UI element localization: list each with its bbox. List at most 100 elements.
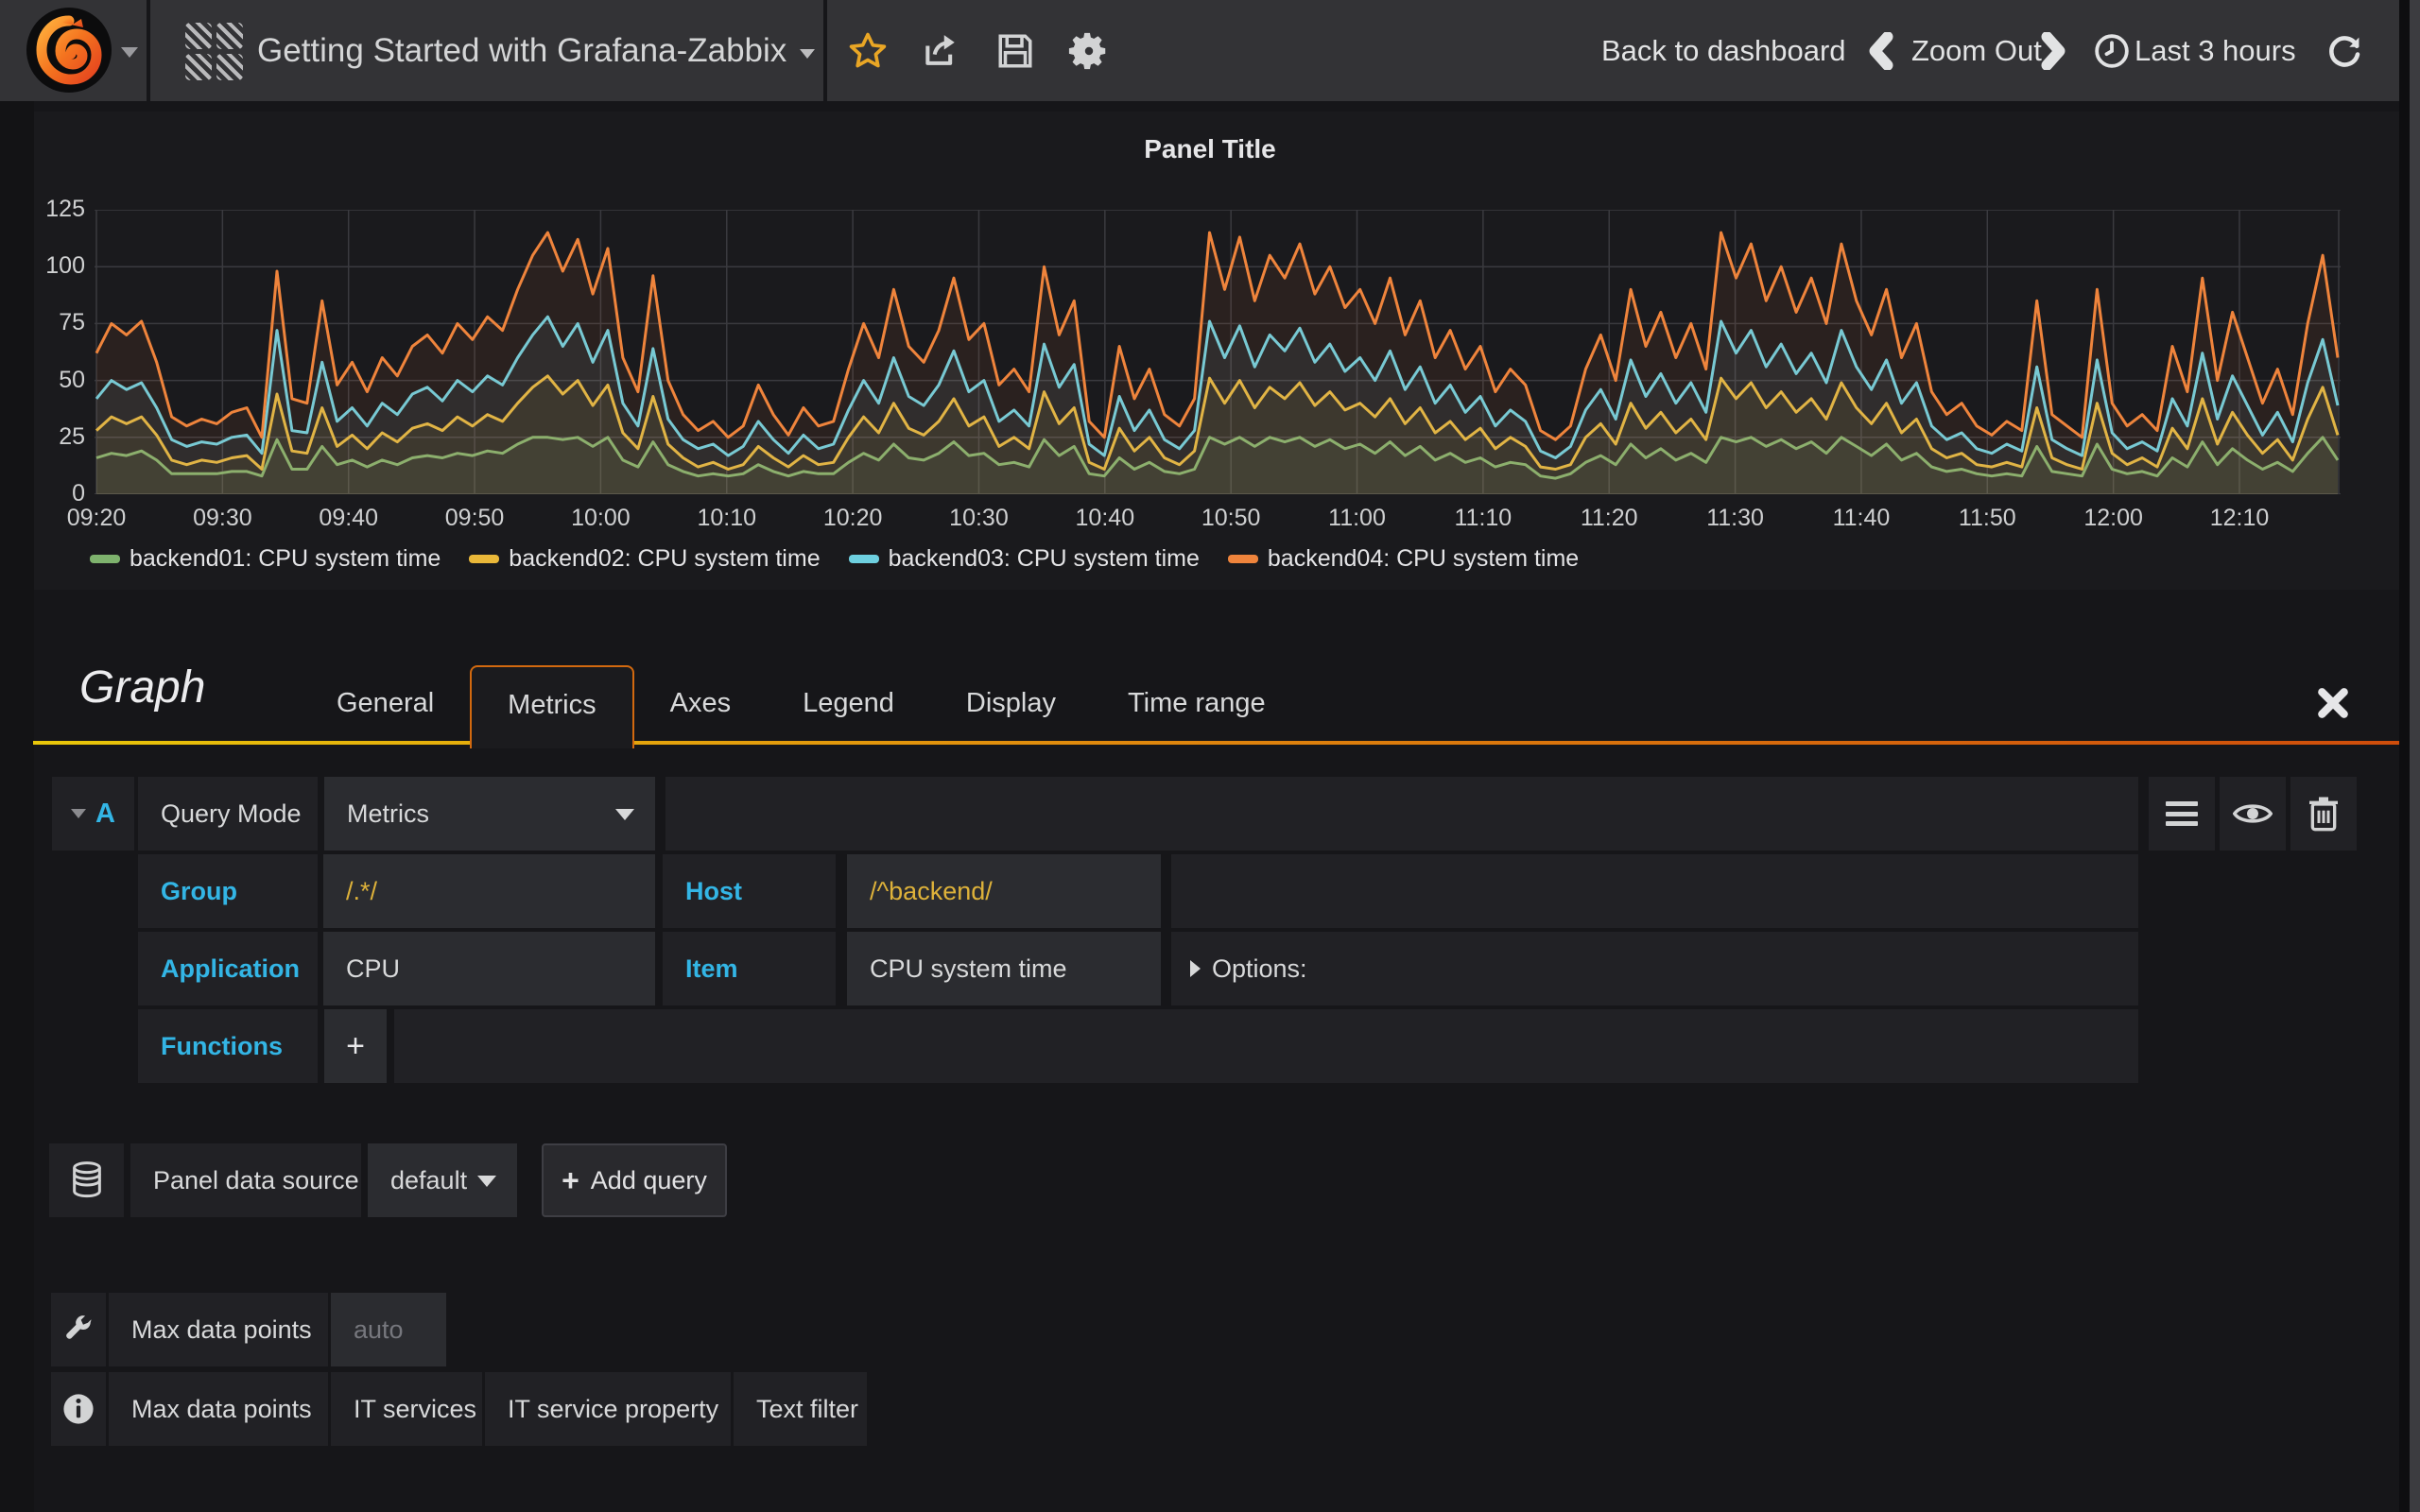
- tab-display[interactable]: Display: [965, 688, 1056, 718]
- application-value-field[interactable]: CPU: [323, 932, 655, 1005]
- chevron-right-icon: [2041, 31, 2066, 70]
- x-axis-tick-label: 10:40: [1075, 505, 1135, 531]
- host-value-field[interactable]: /^backend/: [847, 854, 1161, 928]
- group-value: /.*/: [346, 876, 378, 905]
- left-gutter: [0, 101, 34, 1512]
- settings-button[interactable]: [1063, 0, 1115, 101]
- x-axis-tick-label: 09:50: [444, 505, 505, 531]
- info-tab-it-service-property[interactable]: IT service property: [485, 1372, 731, 1446]
- max-data-points-input[interactable]: auto: [331, 1293, 446, 1366]
- group-value-field[interactable]: /.*/: [323, 854, 655, 928]
- legend-item[interactable]: backend04: CPU system time: [1227, 545, 1580, 573]
- menu-icon: [2166, 801, 2198, 826]
- advanced-settings-icon-cell: [51, 1293, 106, 1366]
- legend-swatch: [1227, 555, 1258, 563]
- query-row-collapse[interactable]: A: [52, 777, 134, 850]
- x-axis-tick-label: 11:10: [1454, 505, 1512, 531]
- x-axis-tick-label: 09:20: [66, 505, 127, 531]
- datasource-select[interactable]: default: [368, 1143, 517, 1217]
- query-row-filler: [666, 777, 2138, 850]
- timeseries-chart[interactable]: [95, 209, 2341, 495]
- host-label-text: Host: [685, 876, 742, 905]
- dashboard-title-caret-icon: [800, 49, 815, 59]
- top-navbar: Getting Started with Grafana-Zabbix: [0, 0, 2420, 101]
- chevron-left-icon: [1869, 31, 1893, 70]
- add-query-button[interactable]: + Add query: [542, 1143, 727, 1217]
- zoom-out-left-button[interactable]: [1860, 0, 1902, 101]
- max-data-points-label: Max data points: [109, 1293, 328, 1366]
- host-value: /^backend/: [870, 876, 993, 905]
- query-toggle-visibility-button[interactable]: [2220, 777, 2286, 850]
- tab-time-range[interactable]: Time range: [1127, 688, 1266, 718]
- time-range-button[interactable]: Last 3 hours: [2135, 34, 2296, 67]
- item-label-text: Item: [685, 954, 738, 983]
- info-tab-text-filter[interactable]: Text filter: [734, 1372, 867, 1446]
- scrollbar-track[interactable]: [2399, 0, 2420, 1512]
- item-value: CPU system time: [870, 954, 1067, 983]
- navbar-separator: [147, 0, 150, 101]
- scrollbar-thumb[interactable]: [2410, 0, 2420, 1512]
- legend-label: backend04: CPU system time: [1267, 545, 1580, 572]
- add-function-button[interactable]: +: [324, 1009, 387, 1083]
- zoom-out-right-button[interactable]: [2032, 0, 2074, 101]
- legend-swatch: [469, 555, 500, 563]
- tab-metrics[interactable]: Metrics: [470, 665, 634, 748]
- legend-swatch: [90, 555, 120, 563]
- info-tab-it-services[interactable]: IT services: [331, 1372, 482, 1446]
- share-icon: [925, 34, 955, 65]
- query-delete-button[interactable]: [2290, 777, 2357, 850]
- query-ref-letter: A: [95, 798, 115, 829]
- back-to-dashboard-button[interactable]: Back to dashboard: [1601, 34, 1846, 67]
- functions-label-text: Functions: [161, 1031, 283, 1060]
- refresh-button[interactable]: [2318, 0, 2371, 101]
- share-button[interactable]: [915, 0, 968, 101]
- plus-icon: +: [346, 1027, 365, 1064]
- legend-item[interactable]: backend02: CPU system time: [469, 545, 821, 573]
- legend-item[interactable]: backend01: CPU system time: [90, 545, 441, 573]
- y-axis-tick-label: 125: [45, 196, 85, 222]
- info-tab-max-data-points[interactable]: Max data points: [109, 1372, 328, 1446]
- wrench-icon: [66, 1315, 92, 1339]
- x-axis-tick-label: 11:20: [1580, 505, 1638, 531]
- tab-axes[interactable]: Axes: [669, 688, 732, 718]
- grafana-logo[interactable]: [26, 8, 112, 93]
- query-menu-button[interactable]: [2149, 777, 2215, 850]
- save-button[interactable]: [989, 0, 1042, 101]
- graph-panel: [19, 112, 2399, 590]
- query-mode-select[interactable]: Metrics: [324, 777, 655, 850]
- tab-underline: [33, 741, 2399, 745]
- y-axis-tick-label: 25: [59, 422, 85, 450]
- datasource-icon-cell: [49, 1143, 124, 1217]
- grafana-flame-icon: [36, 15, 102, 85]
- dashboard-grid-icon: [185, 23, 244, 81]
- tab-legend[interactable]: Legend: [803, 688, 894, 718]
- options-toggle[interactable]: Options:: [1171, 932, 2138, 1005]
- database-icon: [72, 1161, 101, 1198]
- tab-general[interactable]: General: [337, 688, 435, 718]
- query-mode-label: Query Mode: [138, 777, 318, 850]
- x-axis-tick-label: 12:10: [2209, 505, 2270, 531]
- y-axis-tick-label: 50: [59, 366, 85, 393]
- datasource-value: default: [390, 1165, 468, 1194]
- zoom-out-button[interactable]: Zoom Out: [1911, 34, 2042, 67]
- clock-icon: [2095, 33, 2129, 68]
- x-axis-tick-label: 09:40: [319, 505, 378, 531]
- dashboard-title-dropdown[interactable]: Getting Started with Grafana-Zabbix: [257, 32, 787, 69]
- legend-label: backend01: CPU system time: [130, 545, 441, 572]
- close-editor-button[interactable]: [2307, 677, 2360, 730]
- x-axis-tick-label: 10:10: [697, 505, 757, 531]
- chevron-down-icon: [477, 1176, 496, 1187]
- y-axis-tick-label: 75: [59, 309, 85, 336]
- options-label: Options:: [1212, 954, 1307, 983]
- logo-dropdown-caret-icon[interactable]: [121, 47, 138, 58]
- max-data-points-placeholder: auto: [354, 1314, 404, 1344]
- star-button[interactable]: [841, 0, 894, 101]
- legend-item[interactable]: backend03: CPU system time: [848, 545, 1200, 573]
- query-mode-value: Metrics: [347, 799, 429, 828]
- panel-title[interactable]: Panel Title: [1144, 134, 1276, 163]
- info-icon: [63, 1394, 94, 1424]
- item-value-field[interactable]: CPU system time: [847, 932, 1161, 1005]
- x-axis-tick-label: 11:00: [1328, 505, 1386, 531]
- time-picker-clock[interactable]: [2089, 0, 2135, 101]
- x-axis-tick-label: 10:30: [949, 505, 1009, 531]
